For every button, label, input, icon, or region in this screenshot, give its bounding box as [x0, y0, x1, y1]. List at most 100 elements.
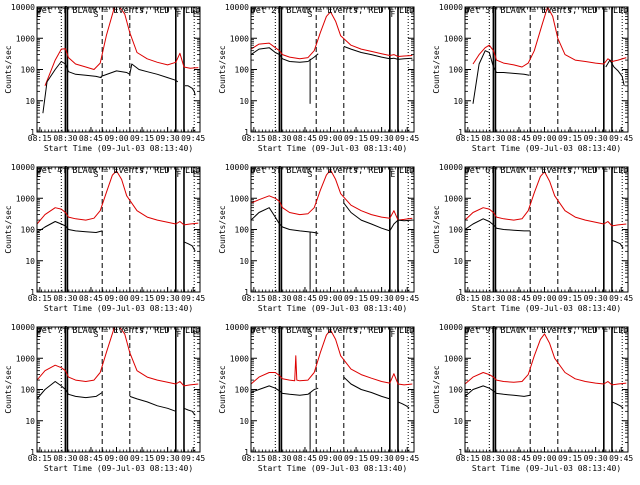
x-tick-label: 08:45 [507, 454, 531, 463]
x-axis-label: Start Time (09-Jul-03 08:13:40) [44, 144, 193, 153]
x-tick-label: 08:15 [242, 454, 266, 463]
chart-title: Det 4f BLACK = Events, RED = LLD [37, 166, 201, 176]
chart-title: Det 8f BLACK = Events, RED = LLD [251, 326, 415, 336]
x-tick-label: 09:45 [395, 134, 419, 143]
x-tick-label: 09:00 [318, 294, 342, 303]
interval-lines [488, 167, 623, 292]
chart-title: Det 7f BLACK = Events, RED = LLD [37, 326, 201, 336]
y-tick-label: 1000 [444, 34, 463, 43]
series-group [42, 7, 199, 114]
x-tick-label: 09:15 [558, 134, 582, 143]
x-axis-ticks: 08:15 08:30 08:45 09:00 09:15 09:30 09:45 [456, 7, 633, 143]
y-tick-label: 1 [30, 288, 35, 297]
y-tick-label: 1 [458, 288, 463, 297]
x-axis-label: Start Time (09-Jul-03 08:13:40) [258, 304, 407, 313]
series-group [251, 329, 413, 450]
events-series-line [343, 202, 413, 232]
y-tick-label: 100 [21, 226, 36, 235]
x-tick-label: 09:15 [130, 134, 154, 143]
interval-marker-label: S [308, 10, 313, 19]
y-tick-label: 1000 [16, 354, 35, 363]
y-tick-label: 10 [453, 417, 463, 426]
y-tick-label: 1000 [16, 194, 35, 203]
y-axis-label: Counts/sec [432, 365, 441, 413]
lld-series-line [251, 11, 413, 60]
x-tick-label: 08:45 [293, 454, 317, 463]
x-tick-label: 09:30 [156, 294, 180, 303]
y-axis-label: Counts/sec [432, 45, 441, 93]
interval-marker-label: E [390, 170, 395, 179]
x-tick-label: 09:30 [370, 134, 394, 143]
events-series-line [465, 218, 531, 232]
y-axis-ticks: 1 10 100 1000 10000 [439, 3, 628, 137]
y-tick-label: 1 [30, 448, 35, 457]
y-tick-label: 1000 [444, 354, 463, 363]
y-tick-label: 1 [244, 288, 249, 297]
events-series-line [185, 85, 196, 96]
interval-marker-label: E [193, 170, 198, 179]
events-series-line [183, 241, 196, 252]
y-tick-label: 10 [239, 417, 249, 426]
events-series-line [251, 385, 319, 396]
y-tick-label: 100 [235, 66, 250, 75]
y-tick-label: 1000 [230, 34, 249, 43]
interval-marker-label: F [176, 330, 181, 339]
x-tick-label: 08:15 [28, 454, 52, 463]
y-tick-label: 10 [453, 257, 463, 266]
x-tick-label: 09:00 [532, 134, 556, 143]
x-axis-ticks: 08:15 08:30 08:45 09:00 09:15 09:30 09:45 [456, 167, 633, 303]
chart-title: Det 9f BLACK = Events, RED = LLD [465, 326, 629, 336]
x-axis-label: Start Time (09-Jul-03 08:13:40) [258, 464, 407, 473]
y-tick-label: 10000 [225, 323, 249, 332]
y-axis-ticks: 1 10 100 1000 10000 [225, 3, 414, 137]
lld-series-line [251, 169, 413, 221]
x-tick-label: 08:45 [79, 134, 103, 143]
events-series-line [397, 401, 410, 409]
y-tick-label: 1 [244, 448, 249, 457]
x-tick-label: 09:45 [181, 134, 205, 143]
x-tick-label: 08:45 [79, 294, 103, 303]
series-group [37, 327, 199, 416]
interval-lines [274, 167, 409, 292]
x-tick-label: 09:00 [318, 134, 342, 143]
x-axis-ticks: 08:15 08:30 08:45 09:00 09:15 09:30 09:45 [242, 167, 419, 303]
x-tick-label: 09:00 [532, 454, 556, 463]
x-axis-ticks: 08:15 08:30 08:45 09:00 09:15 09:30 09:45 [242, 327, 419, 463]
x-tick-label: 08:30 [267, 294, 291, 303]
x-axis-label: Start Time (09-Jul-03 08:13:40) [472, 464, 621, 473]
y-tick-label: 10 [25, 257, 35, 266]
y-axis-ticks: 1 10 100 1000 10000 [11, 3, 200, 137]
y-tick-label: 1000 [230, 354, 249, 363]
y-tick-label: 1 [30, 128, 35, 137]
y-tick-label: 10 [25, 97, 35, 106]
x-axis-label: Start Time (09-Jul-03 08:13:40) [472, 304, 621, 313]
x-tick-label: 08:30 [481, 454, 505, 463]
x-tick-label: 08:30 [267, 134, 291, 143]
x-tick-label: 08:45 [293, 134, 317, 143]
events-series-line [343, 45, 413, 60]
x-tick-label: 08:30 [53, 294, 77, 303]
interval-lines [274, 7, 409, 132]
lld-series-line [465, 333, 627, 386]
x-tick-label: 09:30 [584, 134, 608, 143]
y-tick-label: 1000 [444, 194, 463, 203]
y-tick-label: 1000 [230, 194, 249, 203]
chart-title: Det 1f BLACK = Events, RED = LLD [37, 6, 201, 16]
y-tick-label: 10000 [11, 163, 35, 172]
x-tick-label: 09:00 [532, 294, 556, 303]
y-tick-label: 100 [235, 386, 250, 395]
lld-series-line [465, 171, 627, 227]
x-tick-label: 09:15 [344, 294, 368, 303]
events-series-line [251, 207, 319, 234]
x-tick-label: 08:30 [481, 294, 505, 303]
y-tick-label: 10 [25, 417, 35, 426]
interval-marker-label: F [176, 170, 181, 179]
events-series-line [37, 221, 103, 233]
y-axis-label: Counts/sec [4, 365, 13, 413]
chart-title: Det 2f BLACK = Events, RED = LLD [251, 6, 415, 16]
